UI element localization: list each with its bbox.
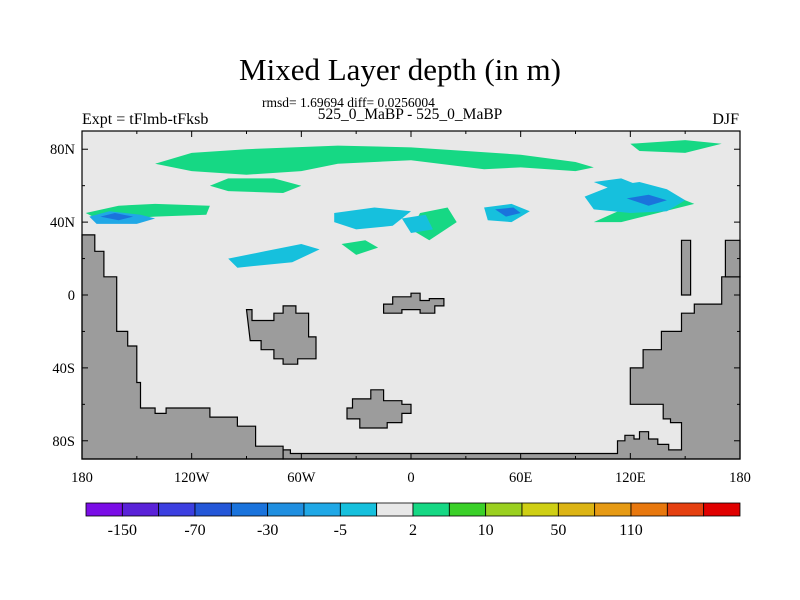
colorbar-box [412,502,450,517]
colorbar-box [666,502,705,517]
y-tick-label: 40S [52,361,75,377]
colorbar-box [485,502,523,517]
anomaly-arctic-green-east [630,140,722,153]
colorbar-box [594,502,632,517]
colorbar-label: -150 [108,522,137,539]
land-central-continent [245,305,317,365]
x-tick-label: 120W [174,470,210,486]
chart-subtitle: 525_0_MaBP - 525_0_MaBP [317,106,503,123]
experiment-label: Expt = tFlmb-tFksb [82,111,209,128]
x-tick-label: 180 [71,470,93,486]
colorbar-box [521,502,559,517]
colorbar-label: 2 [409,522,417,539]
y-tick-label: 0 [68,288,75,304]
colorbar-box [267,502,305,517]
anomaly-green-patch-mid [341,240,379,255]
colorbar-label: 50 [550,522,566,539]
colorbar-box [376,502,414,517]
colorbar-box [194,502,232,517]
anomaly-north-central-cyan [334,207,411,230]
colorbar-box [85,502,123,517]
anomaly-east-asian-deep [626,194,667,206]
colorbar-box [303,502,341,517]
colorbar-label: -30 [257,522,278,539]
x-tick-label: 180 [729,470,751,486]
colorbar-label: -70 [184,522,205,539]
x-tick-label: 0 [407,470,414,486]
y-tick-label: 80S [52,434,75,450]
anomaly-siberian-cyan [593,178,640,190]
x-tick-label: 120E [615,470,646,486]
land-southern-ring [346,389,412,429]
anomaly-north-green-blob [209,178,302,193]
land-south-land [282,276,741,460]
colorbar-box [557,502,596,517]
stats-line: rmsd= 1.69694 diff= 0.0256004 [262,95,435,110]
colorbar-box [339,502,378,517]
anomaly-midlatitude-cyan-east [401,214,433,233]
x-tick-label: 60W [287,470,316,486]
colorbar-box [158,502,196,517]
colorbar-label: 110 [619,522,642,539]
anomaly-atlantic-deep [495,207,521,217]
colorbar-label: -5 [334,522,347,539]
y-tick-label: 80N [50,142,76,158]
land-west-land [81,234,284,460]
colorbar-box [230,502,269,517]
anomaly-arctic-green-band [155,145,594,175]
chart-title: Mixed Layer depth (in m) [239,52,561,87]
colorbar-box [630,502,668,517]
anomaly-western-pacific-deep [100,213,134,221]
x-tick-label: 60E [509,470,533,486]
land-equatorial-island [383,292,445,314]
y-tick-label: 40N [50,215,76,231]
colorbar-label: 10 [478,522,494,539]
land-east-land-strip [680,239,692,296]
colorbar-box [121,502,160,517]
colorbar-box [703,502,741,517]
anomaly-mid-pacific-cyan [228,244,320,268]
season-label: DJF [712,111,739,128]
colorbar-box [448,502,487,517]
